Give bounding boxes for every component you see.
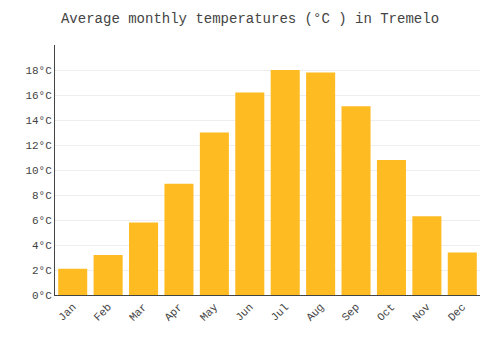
svg-text:12°C: 12°C xyxy=(25,140,52,152)
svg-text:Jan: Jan xyxy=(56,301,78,323)
svg-text:16°C: 16°C xyxy=(25,90,52,102)
svg-text:Apr: Apr xyxy=(162,301,184,323)
svg-text:Jul: Jul xyxy=(269,301,291,323)
svg-text:Oct: Oct xyxy=(375,301,397,323)
svg-text:14°C: 14°C xyxy=(25,115,52,127)
svg-text:6°C: 6°C xyxy=(32,215,52,227)
svg-text:4°C: 4°C xyxy=(32,240,52,252)
svg-text:Nov: Nov xyxy=(410,301,433,324)
svg-text:0°C: 0°C xyxy=(32,290,52,302)
svg-text:Average monthly temperatures (: Average monthly temperatures (°C ) in Tr… xyxy=(61,11,439,27)
svg-text:Feb: Feb xyxy=(92,301,114,323)
svg-text:10°C: 10°C xyxy=(25,165,52,177)
svg-text:Sep: Sep xyxy=(340,301,362,323)
svg-text:18°C: 18°C xyxy=(25,65,52,77)
svg-text:Mar: Mar xyxy=(127,301,149,323)
svg-text:Dec: Dec xyxy=(446,301,468,323)
svg-text:Aug: Aug xyxy=(304,301,326,323)
svg-text:8°C: 8°C xyxy=(32,190,52,202)
svg-text:2°C: 2°C xyxy=(32,265,52,277)
svg-text:Jun: Jun xyxy=(233,301,255,323)
svg-text:May: May xyxy=(198,301,221,324)
